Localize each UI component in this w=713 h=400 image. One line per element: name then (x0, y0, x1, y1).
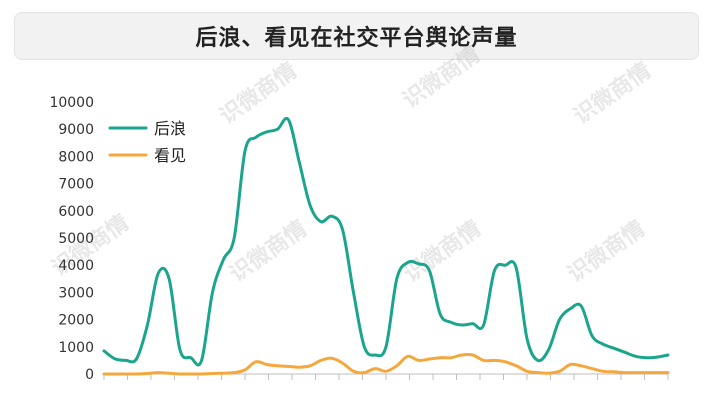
y-tick-label: 6000 (58, 204, 94, 220)
legend-item-houlang-label: 后浪 (154, 119, 186, 138)
y-tick-label: 8000 (58, 149, 94, 165)
y-tick-label: 1000 (58, 340, 94, 356)
series-line-kanjian (102, 352, 670, 376)
legend-item-kanjian-label: 看见 (154, 146, 186, 165)
chart-title: 后浪、看见在社交平台舆论声量 (195, 26, 518, 51)
y-tick-label: 9000 (58, 122, 94, 138)
y-tick-label: 7000 (58, 177, 94, 193)
y-tick-label: 10000 (49, 95, 94, 111)
series-line-houlang (102, 116, 670, 367)
chart-title-bar: 后浪、看见在社交平台舆论声量 (14, 12, 699, 60)
y-tick-label: 5000 (58, 231, 94, 247)
y-tick-label: 3000 (58, 285, 94, 301)
y-tick-label: 0 (85, 367, 94, 383)
y-tick-label: 4000 (58, 258, 94, 274)
y-tick-label: 2000 (58, 313, 94, 329)
